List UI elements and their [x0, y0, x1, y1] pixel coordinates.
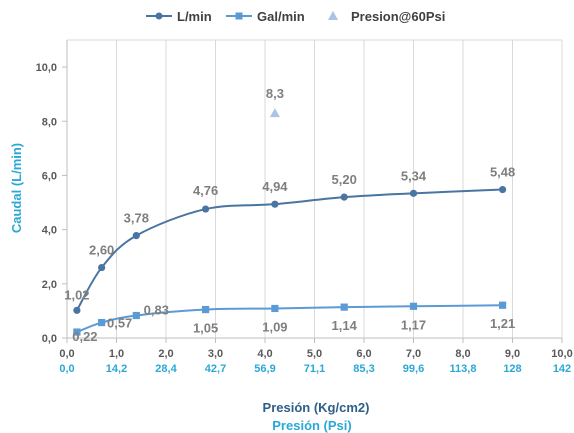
- data-label: 1,02: [64, 287, 89, 302]
- point-presion-60psi: [269, 108, 280, 118]
- data-label: 4,94: [262, 179, 288, 194]
- x-tick-label: 0,0: [59, 348, 74, 360]
- y-axis-label: Caudal (L/min): [9, 143, 24, 233]
- y-tick-label: 8,0: [42, 116, 57, 128]
- x2-tick-label: 142: [553, 363, 571, 375]
- x-axis-label: Presión (Kg/cm2): [263, 400, 370, 415]
- x2-tick-label: 71,1: [304, 363, 325, 375]
- x-tick-label: 2,0: [158, 348, 173, 360]
- legend-label: L/min: [177, 9, 212, 24]
- data-label: 0,57: [107, 316, 132, 331]
- legend-marker-square: [235, 12, 243, 20]
- y-tick-label: 10,0: [36, 62, 57, 74]
- x-tick-label: 9,0: [505, 348, 520, 360]
- x2-axis-label: Presión (Psi): [272, 418, 351, 433]
- data-label: 1,17: [401, 317, 426, 332]
- x-tick-label: 1,0: [109, 348, 124, 360]
- x2-tick-label: 14,2: [106, 363, 127, 375]
- data-label: 2,60: [89, 243, 114, 258]
- legend-marker-circle: [155, 12, 163, 20]
- series-group: [73, 108, 507, 336]
- legend-marker-triangle: [328, 11, 338, 20]
- data-label: 0,22: [72, 329, 97, 344]
- x2-tick-label: 28,4: [155, 363, 177, 375]
- y-tick-label: 0,0: [42, 333, 57, 345]
- data-label: 4,76: [193, 183, 218, 198]
- y-tick-label: 4,0: [42, 225, 57, 237]
- data-label: 1,14: [332, 318, 358, 333]
- legend-entry: L/min: [146, 9, 212, 24]
- x-tick-label: 3,0: [208, 348, 223, 360]
- point-gal-min: [499, 301, 507, 309]
- x-tick-label: 5,0: [307, 348, 322, 360]
- point-l-min: [132, 231, 140, 240]
- point-l-min: [271, 200, 279, 208]
- x-tick-label: 4,0: [257, 348, 272, 360]
- data-label: 5,20: [332, 172, 357, 187]
- series-line-1: [76, 188, 503, 311]
- x-tick-label: 8,0: [455, 348, 470, 360]
- data-label: 0,83: [144, 303, 169, 318]
- point-gal-min: [98, 318, 106, 327]
- point-gal-min: [271, 304, 279, 313]
- x2-tick-label: 99,6: [403, 363, 424, 375]
- grid: [66, 39, 563, 338]
- point-l-min: [499, 185, 507, 194]
- x2-tick-label: 56,9: [254, 363, 275, 375]
- legend-entry: Gal/min: [226, 9, 305, 24]
- data-label: 1,05: [193, 321, 218, 336]
- legend-label: Presion@60Psi: [351, 9, 445, 24]
- point-l-min: [73, 306, 81, 314]
- point-gal-min: [73, 328, 81, 336]
- data-label: 8,3: [266, 86, 284, 101]
- x2-tick-label: 85,3: [353, 363, 374, 375]
- x-tick-label: 10,0: [551, 348, 572, 360]
- point-gal-min: [409, 302, 418, 310]
- legend-label: Gal/min: [257, 9, 305, 24]
- point-l-min: [98, 263, 106, 272]
- data-labels: 1,02 2,60 3,78 4,76 4,94 5,20 5,34 5,48 0,22 0,57…: [64, 86, 515, 344]
- data-label: 5,48: [490, 165, 515, 180]
- data-label: 5,34: [401, 168, 427, 183]
- point-l-min: [202, 205, 210, 213]
- x-tick-label: 7,0: [406, 348, 421, 360]
- x2-tick-label: 0,0: [59, 363, 74, 375]
- point-gal-min: [132, 311, 140, 320]
- y-tick-label: 2,0: [42, 279, 57, 291]
- point-l-min: [409, 189, 418, 197]
- legend-entry: Presion@60Psi: [328, 9, 445, 24]
- series-line-2: [76, 304, 503, 333]
- data-label: 1,21: [490, 316, 515, 331]
- data-label: 3,78: [124, 211, 149, 226]
- legend: L/min Gal/min Presion@60Psi: [146, 9, 445, 24]
- x2-tick-label: 128: [503, 363, 521, 375]
- x2-tick-label: 113,8: [450, 363, 477, 375]
- point-gal-min: [340, 303, 348, 311]
- x2-tick-label: 42,7: [205, 363, 226, 375]
- y-tick-label: 6,0: [42, 170, 57, 182]
- point-l-min: [340, 193, 348, 201]
- axes: 0,0 1,0 2,0 3,0 4,0 5,0 6,0 7,0 8,0 9,0 10,0 0,0 14,…: [36, 40, 573, 375]
- data-label: 1,09: [262, 319, 287, 334]
- point-gal-min: [202, 305, 210, 314]
- x-tick-label: 6,0: [356, 348, 371, 360]
